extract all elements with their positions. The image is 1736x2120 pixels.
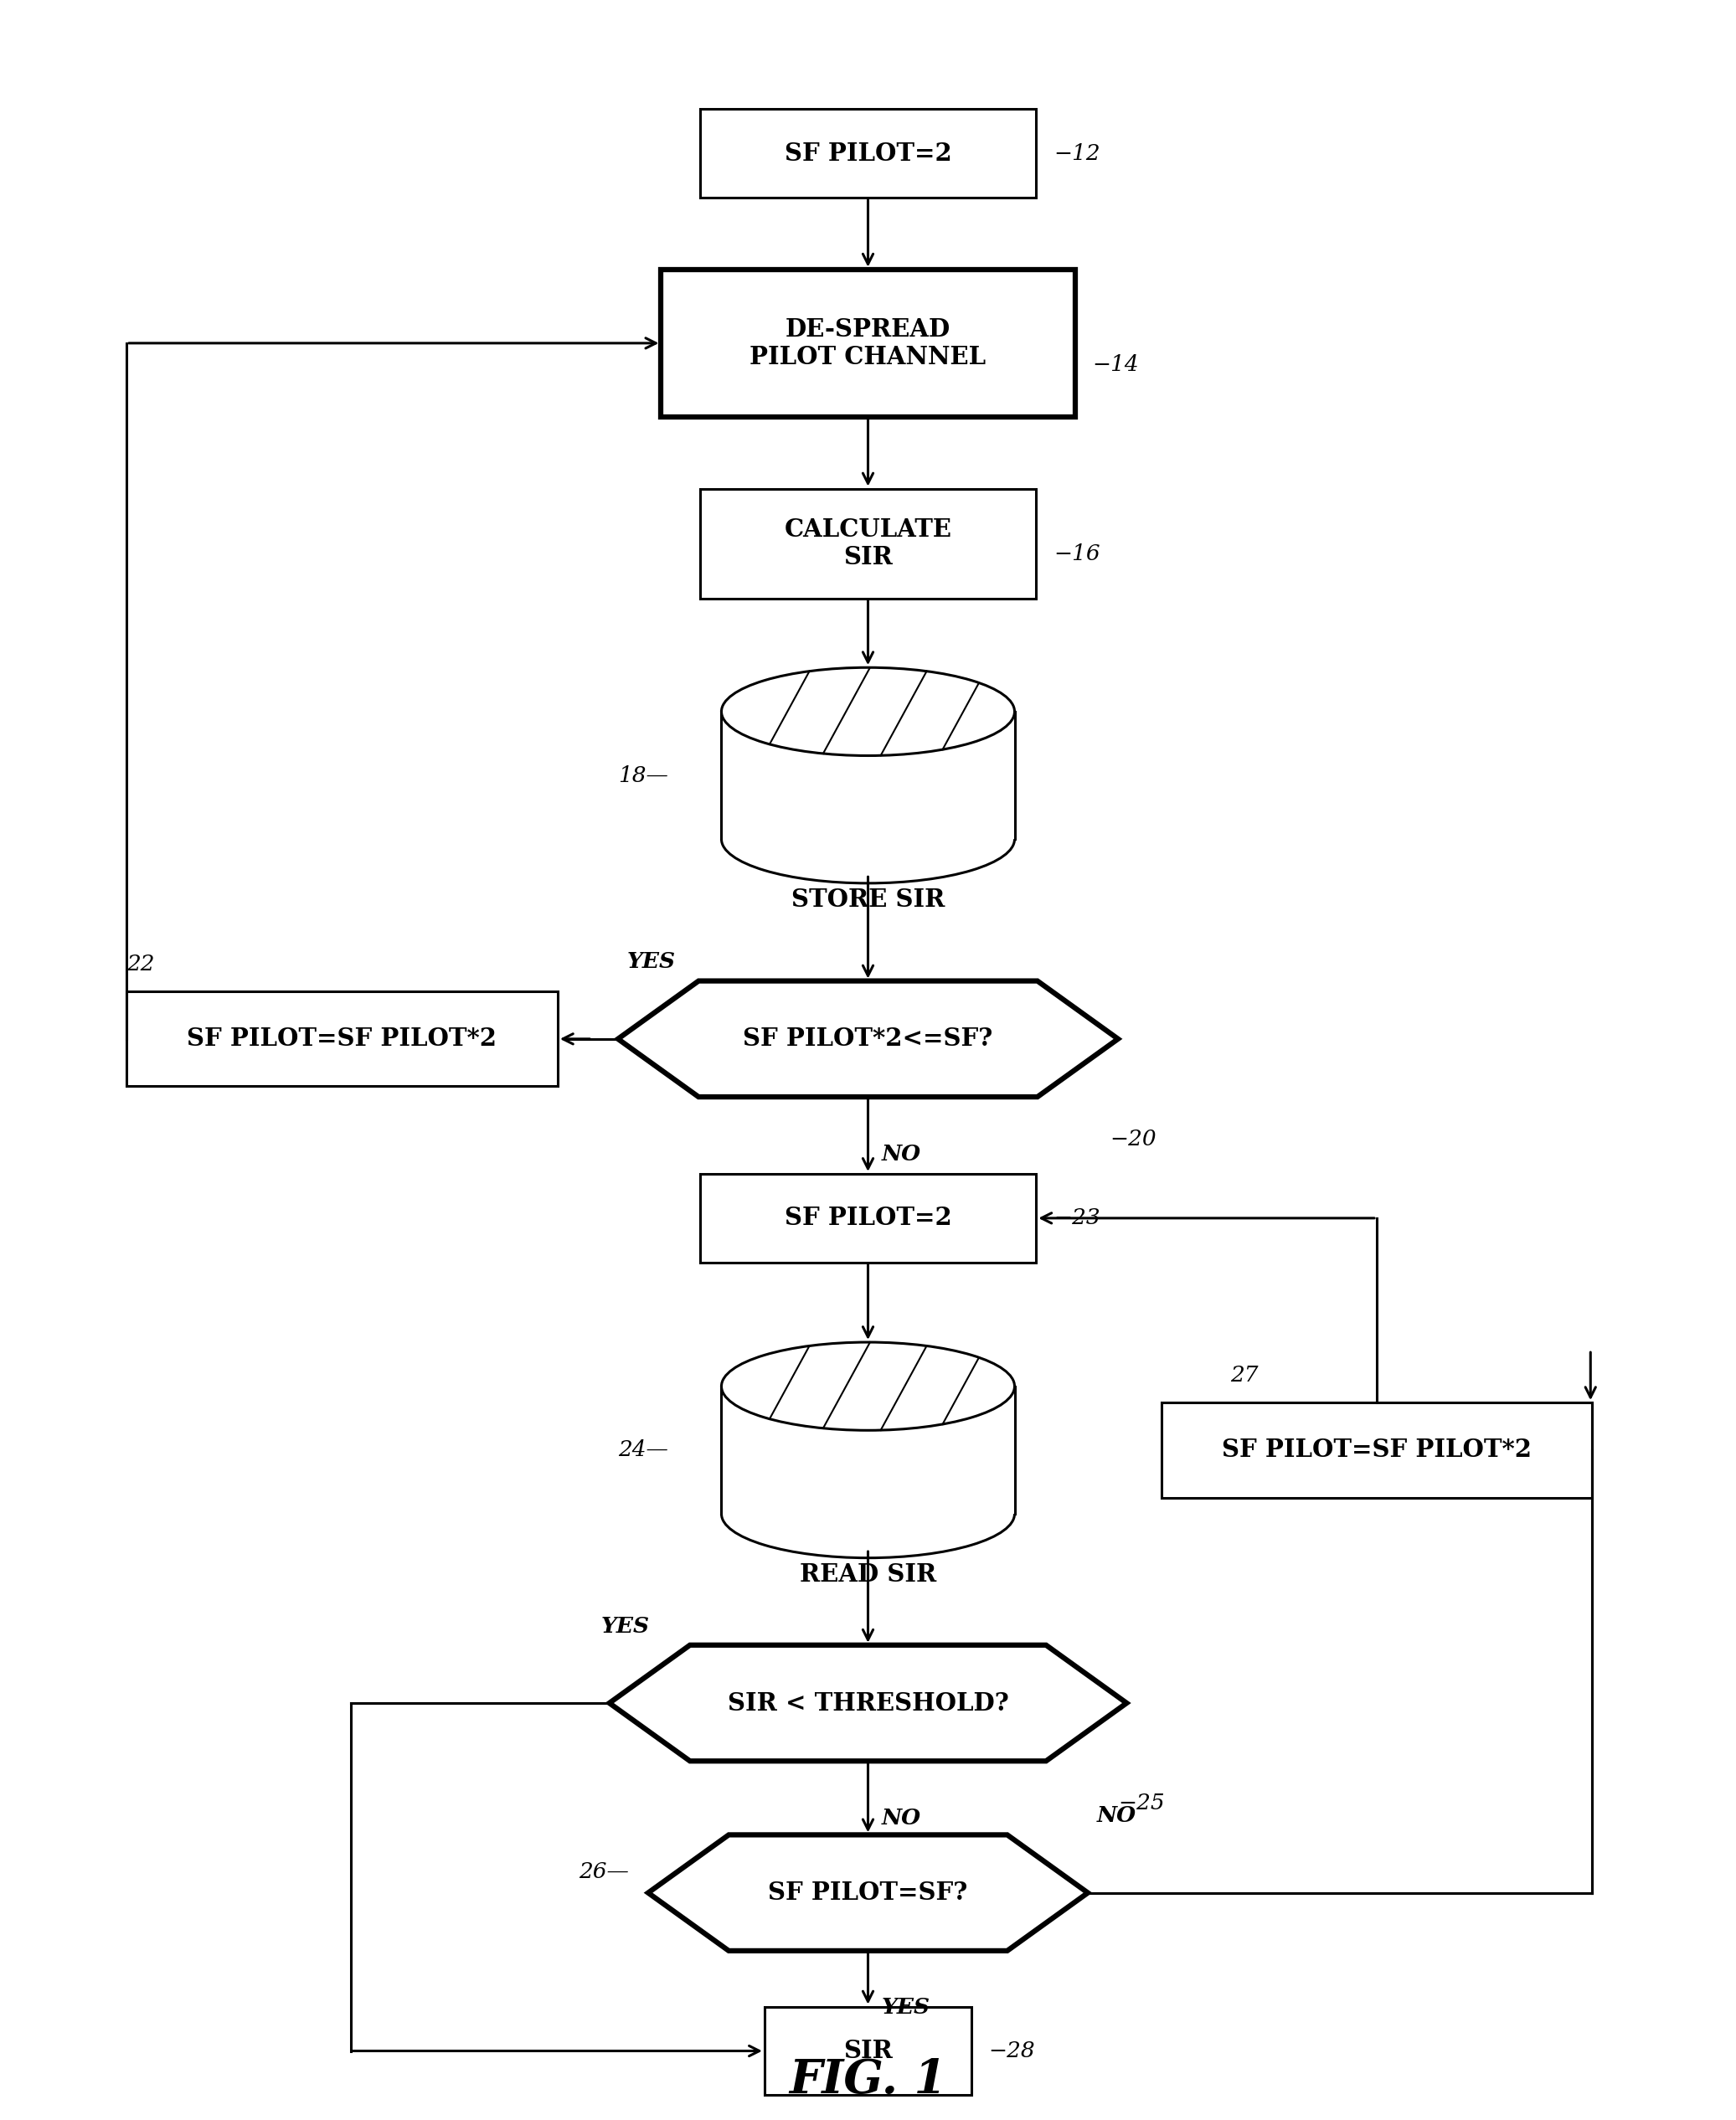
Text: −20: −20 (1109, 1128, 1156, 1149)
Text: READ SIR: READ SIR (800, 1562, 936, 1586)
Text: −16: −16 (1054, 543, 1101, 564)
Text: SF PILOT*2<=SF?: SF PILOT*2<=SF? (743, 1026, 993, 1052)
Text: −14: −14 (1092, 354, 1139, 375)
FancyBboxPatch shape (764, 2008, 972, 2095)
Text: −25: −25 (1118, 1794, 1165, 1815)
Text: NO: NO (882, 1808, 922, 1827)
Ellipse shape (722, 668, 1014, 755)
Text: YES: YES (627, 952, 675, 973)
FancyBboxPatch shape (722, 712, 1014, 840)
Text: SF PILOT=SF?: SF PILOT=SF? (769, 1880, 967, 1906)
Text: −12: −12 (1054, 142, 1101, 163)
Text: CALCULATE
SIR: CALCULATE SIR (785, 517, 951, 570)
Text: YES: YES (601, 1615, 649, 1637)
Text: SIR < THRESHOLD?: SIR < THRESHOLD? (727, 1692, 1009, 1715)
FancyBboxPatch shape (700, 108, 1036, 197)
Text: 27: 27 (1231, 1365, 1259, 1386)
Text: YES: YES (882, 1997, 930, 2018)
Text: 26—: 26— (580, 1861, 630, 1883)
Text: SIR: SIR (844, 2039, 892, 2063)
Polygon shape (648, 1834, 1088, 1950)
FancyBboxPatch shape (127, 992, 557, 1085)
Text: NO: NO (882, 1143, 922, 1164)
FancyBboxPatch shape (722, 1386, 1014, 1514)
FancyBboxPatch shape (700, 1174, 1036, 1261)
Text: NO: NO (1097, 1806, 1135, 1825)
Text: FIG. 1: FIG. 1 (790, 2059, 946, 2103)
Text: STORE SIR: STORE SIR (792, 888, 944, 912)
Text: −23: −23 (1054, 1208, 1101, 1230)
Polygon shape (618, 982, 1118, 1096)
FancyBboxPatch shape (1161, 1403, 1592, 1497)
FancyBboxPatch shape (700, 488, 1036, 598)
Ellipse shape (722, 1342, 1014, 1431)
Polygon shape (609, 1645, 1127, 1762)
Text: 22: 22 (127, 954, 155, 975)
Text: SF PILOT=2: SF PILOT=2 (785, 142, 951, 165)
FancyBboxPatch shape (661, 269, 1075, 418)
Text: SF PILOT=SF PILOT*2: SF PILOT=SF PILOT*2 (187, 1026, 496, 1052)
Text: DE-SPREAD
PILOT CHANNEL: DE-SPREAD PILOT CHANNEL (750, 318, 986, 369)
Text: −28: −28 (990, 2042, 1035, 2061)
Text: 18—: 18— (618, 765, 668, 787)
Text: SF PILOT=2: SF PILOT=2 (785, 1206, 951, 1230)
Text: 24—: 24— (618, 1439, 668, 1461)
Text: SF PILOT=SF PILOT*2: SF PILOT=SF PILOT*2 (1222, 1437, 1531, 1463)
